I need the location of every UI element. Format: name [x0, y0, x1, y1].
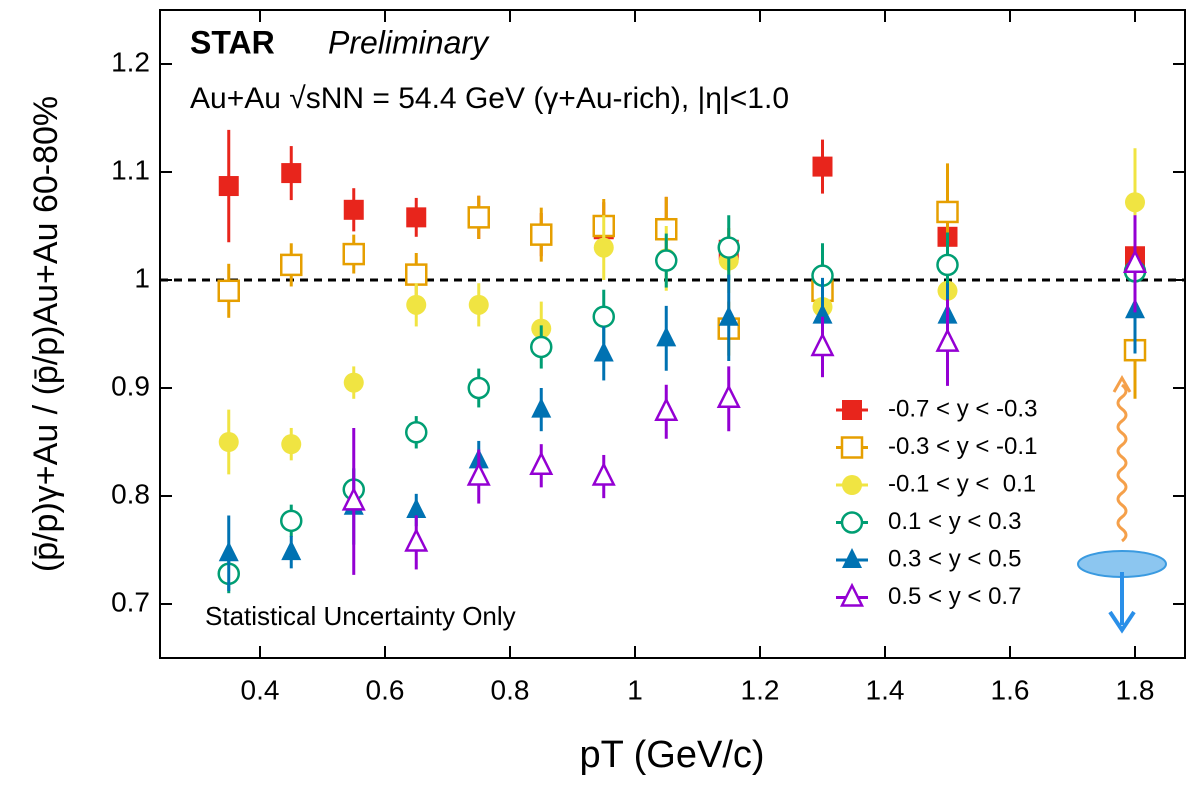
marker	[592, 305, 615, 328]
marker	[342, 242, 365, 266]
marker	[405, 421, 428, 444]
marker	[467, 206, 490, 229]
photon-arrow	[1112, 374, 1132, 393]
marker	[280, 509, 303, 533]
marker	[593, 237, 614, 258]
photon-illustration	[1077, 374, 1167, 634]
marker	[718, 305, 739, 326]
marker	[466, 461, 491, 486]
marker	[343, 372, 364, 393]
legend-label: 0.5 < y < 0.7	[888, 583, 1021, 610]
marker	[936, 253, 959, 277]
marker	[716, 384, 741, 409]
chart-title: STAR	[190, 24, 275, 60]
legend-marker	[842, 475, 862, 495]
marker	[654, 396, 679, 422]
x-tick-label: 1.8	[1116, 674, 1155, 705]
marker	[717, 236, 740, 259]
marker	[405, 263, 428, 286]
marker	[218, 541, 239, 562]
marker	[655, 249, 678, 272]
x-tick-label: 0.8	[491, 674, 530, 705]
y-tick-label: 1	[134, 262, 150, 293]
marker	[406, 207, 427, 228]
legend-marker	[840, 436, 864, 459]
marker	[936, 200, 959, 224]
legend-label: 0.3 < y < 0.5	[888, 545, 1021, 572]
marker	[218, 432, 239, 452]
annotation: Au+Au √sNN = 54.4 GeV (γ+Au-rich), |η|<1…	[190, 82, 789, 115]
y-tick-label: 1.1	[111, 154, 150, 185]
marker	[529, 450, 554, 476]
marker	[218, 176, 239, 197]
marker	[404, 527, 429, 552]
marker	[591, 461, 616, 486]
marker	[406, 498, 427, 519]
marker	[812, 156, 833, 177]
plot-frame	[159, 9, 1186, 659]
marker	[1125, 192, 1145, 213]
y-tick-label: 0.9	[111, 370, 150, 401]
marker	[343, 199, 364, 220]
marker	[281, 540, 302, 561]
marker	[812, 303, 833, 324]
marker	[1122, 249, 1148, 274]
marker	[467, 376, 490, 400]
legend-marker	[839, 582, 865, 607]
legend-label: -0.7 < y < -0.3	[888, 395, 1037, 422]
nucleus-arrow-head	[1108, 610, 1136, 634]
marker	[406, 294, 427, 315]
x-tick-label: 0.6	[366, 674, 405, 705]
marker	[530, 223, 553, 246]
marker	[935, 327, 960, 352]
marker	[656, 326, 677, 347]
y-tick-label: 0.7	[111, 586, 150, 617]
marker	[531, 397, 552, 418]
marker	[593, 341, 614, 362]
marker	[217, 279, 240, 303]
legend-marker	[840, 511, 864, 534]
marker	[280, 253, 303, 277]
x-tick-label: 1.4	[866, 674, 905, 705]
x-tick-label: 0.4	[241, 674, 280, 705]
photon-wave	[1116, 383, 1128, 543]
legend-label: -0.1 < y < 0.1	[888, 470, 1036, 497]
x-axis-label: pT (GeV/c)	[579, 734, 764, 776]
chart-subtitle: Preliminary	[328, 24, 490, 60]
marker	[810, 332, 835, 357]
y-tick-label: 1.2	[111, 46, 150, 77]
marker	[281, 163, 302, 184]
y-tick-label: 0.8	[111, 478, 150, 509]
x-tick-label: 1.6	[991, 674, 1030, 705]
legend-marker	[842, 548, 862, 568]
x-tick-label: 1	[627, 674, 643, 705]
marker	[468, 294, 489, 315]
note: Statistical Uncertainty Only	[205, 601, 516, 631]
legend-label: 0.1 < y < 0.3	[888, 508, 1021, 535]
marker	[530, 335, 553, 359]
marker	[281, 434, 302, 455]
y-axis-label: (p̄/p)γ+Au / (p̄/p)Au+Au 60-80%	[27, 96, 65, 572]
legend-marker	[842, 400, 862, 420]
legend-label: -0.3 < y < -0.1	[888, 433, 1037, 460]
marker	[341, 486, 366, 511]
x-tick-label: 1.2	[741, 674, 780, 705]
